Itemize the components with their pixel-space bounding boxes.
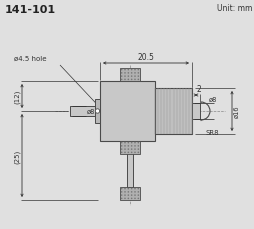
- Circle shape: [134, 145, 136, 147]
- Circle shape: [124, 191, 126, 193]
- Circle shape: [131, 70, 133, 71]
- Circle shape: [121, 198, 122, 199]
- Circle shape: [134, 191, 136, 193]
- Text: 20.5: 20.5: [138, 53, 154, 62]
- Circle shape: [121, 188, 122, 190]
- Bar: [120, 69, 140, 82]
- Circle shape: [134, 70, 136, 71]
- Text: ø16: ø16: [234, 105, 240, 118]
- Circle shape: [124, 145, 126, 147]
- Circle shape: [137, 198, 139, 199]
- Text: ø4.5 hole: ø4.5 hole: [14, 56, 46, 62]
- Text: (25): (25): [13, 149, 20, 163]
- Circle shape: [137, 145, 139, 147]
- Circle shape: [124, 149, 126, 150]
- Bar: [127, 141, 133, 187]
- Circle shape: [121, 152, 122, 153]
- Circle shape: [128, 188, 129, 190]
- Circle shape: [131, 149, 133, 150]
- Circle shape: [121, 70, 122, 71]
- Circle shape: [131, 145, 133, 147]
- Circle shape: [124, 194, 126, 196]
- Circle shape: [134, 198, 136, 199]
- Circle shape: [137, 142, 139, 144]
- Circle shape: [128, 198, 129, 199]
- Circle shape: [134, 152, 136, 153]
- Circle shape: [121, 145, 122, 147]
- Circle shape: [124, 79, 126, 81]
- Circle shape: [137, 149, 139, 150]
- Circle shape: [124, 142, 126, 144]
- Circle shape: [128, 79, 129, 81]
- Bar: [120, 141, 140, 154]
- Circle shape: [134, 79, 136, 81]
- Circle shape: [137, 73, 139, 74]
- Circle shape: [121, 149, 122, 150]
- Circle shape: [121, 142, 122, 144]
- Bar: [95, 100, 100, 123]
- Circle shape: [128, 145, 129, 147]
- Circle shape: [128, 76, 129, 78]
- Circle shape: [137, 79, 139, 81]
- Circle shape: [121, 194, 122, 196]
- Text: 141-101: 141-101: [5, 5, 56, 15]
- Circle shape: [128, 73, 129, 74]
- Circle shape: [131, 188, 133, 190]
- Circle shape: [137, 70, 139, 71]
- Circle shape: [121, 191, 122, 193]
- Circle shape: [134, 76, 136, 78]
- Circle shape: [131, 76, 133, 78]
- Circle shape: [128, 149, 129, 150]
- Circle shape: [128, 70, 129, 71]
- Text: 2: 2: [197, 85, 201, 94]
- Circle shape: [124, 73, 126, 74]
- Circle shape: [124, 152, 126, 153]
- Circle shape: [124, 76, 126, 78]
- Circle shape: [131, 79, 133, 81]
- Text: SR8: SR8: [206, 129, 220, 135]
- Circle shape: [134, 149, 136, 150]
- Circle shape: [137, 76, 139, 78]
- Bar: [100, 82, 155, 141]
- Circle shape: [134, 188, 136, 190]
- Circle shape: [124, 70, 126, 71]
- Circle shape: [124, 198, 126, 199]
- Text: ø8: ø8: [209, 97, 217, 103]
- Circle shape: [121, 79, 122, 81]
- Circle shape: [134, 142, 136, 144]
- Bar: [155, 89, 192, 134]
- Circle shape: [137, 191, 139, 193]
- Circle shape: [121, 73, 122, 74]
- Text: ø8: ø8: [87, 109, 95, 114]
- Circle shape: [121, 76, 122, 78]
- Circle shape: [131, 142, 133, 144]
- Circle shape: [128, 142, 129, 144]
- Circle shape: [128, 152, 129, 153]
- Circle shape: [131, 198, 133, 199]
- Circle shape: [137, 194, 139, 196]
- Circle shape: [131, 73, 133, 74]
- Circle shape: [131, 191, 133, 193]
- Circle shape: [134, 194, 136, 196]
- Circle shape: [124, 188, 126, 190]
- Circle shape: [131, 194, 133, 196]
- Circle shape: [137, 188, 139, 190]
- Circle shape: [134, 73, 136, 74]
- Bar: [192, 104, 200, 120]
- Circle shape: [128, 191, 129, 193]
- Bar: [70, 106, 100, 117]
- Text: (12): (12): [13, 89, 20, 104]
- Circle shape: [128, 194, 129, 196]
- Text: Unit: mm: Unit: mm: [217, 4, 252, 13]
- Circle shape: [137, 152, 139, 153]
- Circle shape: [95, 109, 100, 114]
- Circle shape: [131, 152, 133, 153]
- Bar: [120, 187, 140, 200]
